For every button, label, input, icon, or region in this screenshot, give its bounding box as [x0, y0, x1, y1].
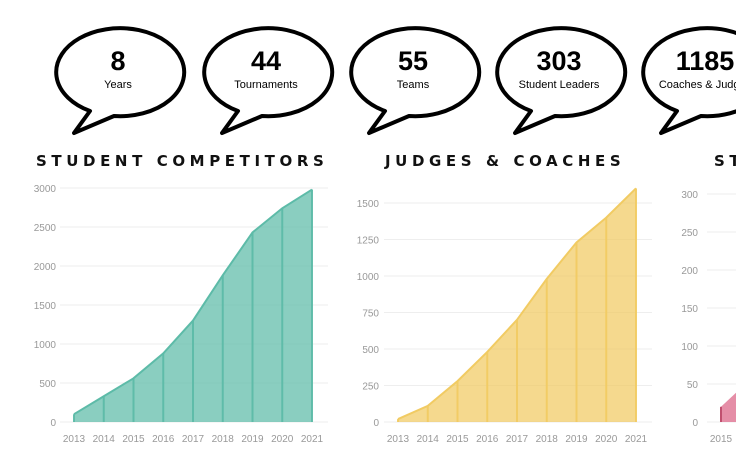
y-tick-label: 3000 — [34, 184, 57, 195]
y-tick-label: 2500 — [34, 223, 57, 234]
chart-title-student-competitors: STUDENT COMPETITORS — [36, 152, 329, 170]
speech-bubble-icon — [54, 26, 187, 135]
stat-value: 303 — [536, 46, 582, 76]
y-tick-label: 300 — [681, 190, 698, 201]
x-tick-label: 2013 — [387, 434, 410, 445]
y-tick-label: 250 — [681, 228, 698, 239]
y-tick-label: 1000 — [34, 340, 57, 351]
x-tick-label: 2017 — [182, 434, 205, 445]
stats-row: 8 Years 44 Tournaments 55 Teams 303 Stud… — [0, 0, 736, 140]
y-tick-label: 100 — [681, 342, 698, 353]
x-tick-label: 2019 — [241, 434, 264, 445]
chart-title-third: ST — [714, 152, 736, 170]
x-tick-label: 2019 — [565, 434, 588, 445]
speech-bubble-icon — [202, 26, 335, 135]
x-tick-label: 2021 — [625, 434, 648, 445]
speech-bubble-icon — [641, 26, 736, 135]
stat-label: Teams — [396, 79, 430, 91]
y-tick-label: 500 — [362, 345, 379, 356]
x-tick-label: 2020 — [595, 434, 618, 445]
x-tick-label: 2015 — [710, 434, 733, 445]
chart-title-judges-coaches: JUDGES & COACHES — [385, 152, 626, 170]
speech-bubble-icon — [349, 26, 482, 135]
y-tick-label: 1000 — [357, 272, 380, 283]
stat-label: Coaches & Judges — [658, 79, 736, 91]
y-tick-label: 0 — [50, 418, 56, 429]
stat-value: 55 — [397, 46, 429, 76]
y-tick-label: 1500 — [357, 199, 380, 210]
stat-bubble-years: 8 Years — [52, 14, 188, 138]
y-tick-label: 2000 — [34, 262, 57, 273]
stat-value: 44 — [250, 46, 282, 76]
y-tick-label: 150 — [681, 304, 698, 315]
stat-value: 8 — [110, 46, 126, 76]
stat-label: Tournaments — [234, 79, 298, 91]
x-tick-label: 2014 — [93, 434, 116, 445]
x-tick-label: 2021 — [301, 434, 324, 445]
stat-value: 1185 — [675, 46, 735, 76]
stat-label: Years — [104, 79, 132, 91]
stat-bubble-tournaments: 44 Tournaments — [200, 14, 336, 138]
x-tick-label: 2015 — [122, 434, 145, 445]
stat-bubble-student-leaders: 303 Student Leaders — [493, 14, 629, 138]
x-tick-label: 2013 — [63, 434, 86, 445]
x-tick-label: 2014 — [417, 434, 440, 445]
x-tick-label: 2017 — [506, 434, 529, 445]
x-tick-label: 2018 — [212, 434, 235, 445]
y-tick-label: 500 — [39, 379, 56, 390]
y-tick-label: 0 — [373, 418, 379, 429]
stat-bubble-teams: 55 Teams — [347, 14, 483, 138]
y-tick-label: 200 — [681, 266, 698, 277]
y-tick-label: 750 — [362, 309, 379, 320]
x-tick-label: 2018 — [536, 434, 559, 445]
stat-bubble-coaches-judges: 1185 Coaches & Judges — [639, 14, 736, 138]
stat-label: Student Leaders — [518, 79, 600, 91]
y-tick-label: 0 — [692, 418, 698, 429]
y-tick-label: 1500 — [34, 301, 57, 312]
x-tick-label: 2016 — [152, 434, 175, 445]
y-tick-label: 1250 — [357, 236, 380, 247]
speech-bubble-icon — [495, 26, 628, 135]
y-tick-label: 250 — [362, 382, 379, 393]
y-tick-label: 50 — [687, 380, 699, 391]
x-tick-label: 2015 — [446, 434, 469, 445]
area-series — [721, 392, 736, 422]
x-tick-label: 2020 — [271, 434, 294, 445]
x-tick-label: 2016 — [476, 434, 499, 445]
